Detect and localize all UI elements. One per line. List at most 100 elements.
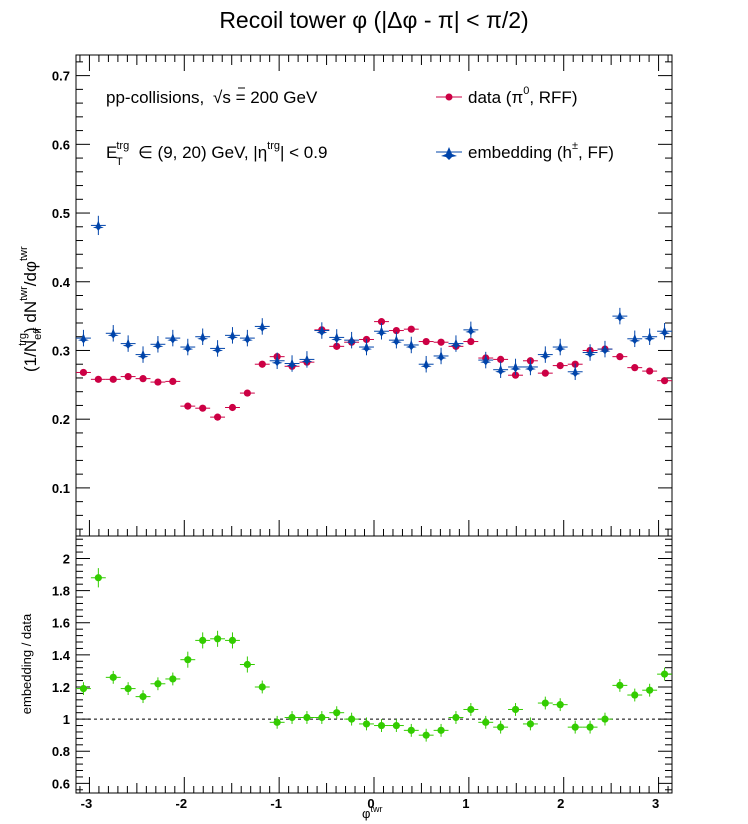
embedding-series-marker — [122, 338, 134, 350]
ratio-series-point — [508, 703, 523, 716]
embedding-series-marker — [376, 326, 387, 337]
data-series-point — [463, 337, 479, 346]
ratio-series-marker — [228, 636, 237, 645]
data-series-marker — [333, 342, 341, 350]
embedding-series-marker — [346, 335, 358, 346]
ratio-series-point — [433, 723, 449, 737]
embedding-series-marker — [599, 344, 611, 355]
ratio-series-point — [567, 720, 583, 734]
embedding-series-point — [374, 322, 389, 340]
ratio-series-marker — [511, 705, 520, 714]
data-series-point — [403, 325, 419, 333]
data-series-point — [627, 364, 643, 372]
embedding-series-marker — [197, 331, 209, 343]
embedding-series-marker — [420, 359, 432, 370]
y-tick-label: 0.6 — [52, 776, 70, 791]
ratio-series-point — [463, 703, 479, 716]
y-tick-label: 0.2 — [52, 412, 70, 427]
data-series-marker — [184, 402, 192, 410]
data-series-marker — [646, 367, 654, 375]
ratio-series-marker — [288, 713, 296, 722]
embedding-series-marker — [286, 358, 298, 369]
y-tick-label: 0.5 — [52, 206, 70, 221]
ratio-series-point — [388, 719, 404, 732]
data-series-point — [90, 375, 106, 383]
embedding-series-marker — [241, 333, 253, 344]
y-tick-label: 1.2 — [52, 680, 70, 695]
data-series-marker — [94, 375, 102, 383]
data-series-marker — [139, 375, 147, 383]
ratio-series-point — [239, 656, 255, 673]
ratio-series-point — [597, 712, 613, 726]
data-series-point — [165, 377, 181, 385]
embedding-series-point — [388, 331, 404, 349]
ratio-series-point — [150, 677, 166, 691]
embedding-series-point — [314, 322, 330, 339]
ratio-series-point — [329, 706, 345, 720]
embedding-series-marker — [524, 361, 536, 373]
legend-marker-data — [445, 93, 453, 101]
ratio-series-point — [195, 632, 211, 649]
ratio-series-point — [612, 678, 628, 692]
embedding-series-point — [403, 336, 419, 354]
ratio-series-marker — [318, 713, 326, 722]
embedding-series-marker — [495, 364, 507, 376]
embedding-series-marker — [152, 339, 164, 350]
embedding-series-marker — [316, 325, 328, 337]
ratio-series-marker — [169, 675, 177, 683]
embedding-series-marker — [480, 355, 492, 366]
ratio-series-point — [403, 723, 419, 737]
embedding-series-marker — [301, 354, 313, 365]
ratio-series-marker — [79, 684, 88, 693]
chart-title: Recoil tower φ (|Δφ - π| < π/2) — [219, 7, 528, 33]
data-series-point — [135, 375, 151, 383]
embedding-series-point — [612, 307, 628, 325]
data-series-point — [239, 389, 255, 397]
embedding-series-point — [627, 330, 643, 348]
ratio-series-marker — [571, 723, 579, 731]
x-tick-label: -1 — [270, 796, 282, 811]
ratio-series-marker — [452, 713, 460, 722]
embedding-series-marker — [212, 343, 224, 354]
ratio-series-point — [522, 717, 538, 731]
ratio-series-marker — [601, 715, 609, 723]
ratio-series-point — [642, 683, 658, 697]
ratio-series-marker — [303, 713, 311, 722]
ratio-series-point — [225, 632, 240, 649]
ratio-series-point — [254, 680, 270, 694]
ratio-series-marker — [258, 683, 266, 691]
data-series-marker — [243, 389, 251, 397]
ratio-series-marker — [437, 726, 445, 734]
embedding-series-point — [597, 340, 613, 358]
embedding-series-marker — [450, 338, 462, 350]
embedding-series-point — [150, 336, 166, 353]
annotation-et: Etrg — [106, 140, 129, 162]
embedding-series-marker — [629, 333, 641, 345]
embedding-series-marker — [510, 361, 521, 373]
embedding-series-point — [105, 325, 121, 342]
ratio-series-marker — [586, 723, 594, 731]
y-tick-label: 1 — [63, 712, 70, 727]
embedding-series-point — [448, 335, 464, 352]
embedding-series-point — [552, 338, 568, 356]
embedding-series-point — [478, 351, 494, 369]
data-series-marker — [377, 318, 386, 326]
data-series-point — [210, 413, 226, 421]
ratio-series-marker — [556, 701, 564, 709]
ratio-series-marker — [139, 693, 147, 701]
data-series-marker — [199, 404, 207, 412]
embedding-series-marker — [659, 326, 671, 337]
x-tick-label: -3 — [81, 796, 93, 811]
data-series-point — [150, 378, 166, 386]
embedding-series-marker — [92, 220, 104, 231]
embedding-series-point — [269, 352, 285, 370]
x-axis-label: φtwr — [362, 804, 382, 821]
x-tick-label: 2 — [557, 796, 564, 811]
embedding-series-marker — [614, 311, 626, 322]
embedding-series-marker — [539, 349, 551, 361]
ratio-series-point — [359, 717, 374, 731]
ratio-series-point — [314, 711, 330, 724]
embedding-series-point — [537, 346, 553, 363]
